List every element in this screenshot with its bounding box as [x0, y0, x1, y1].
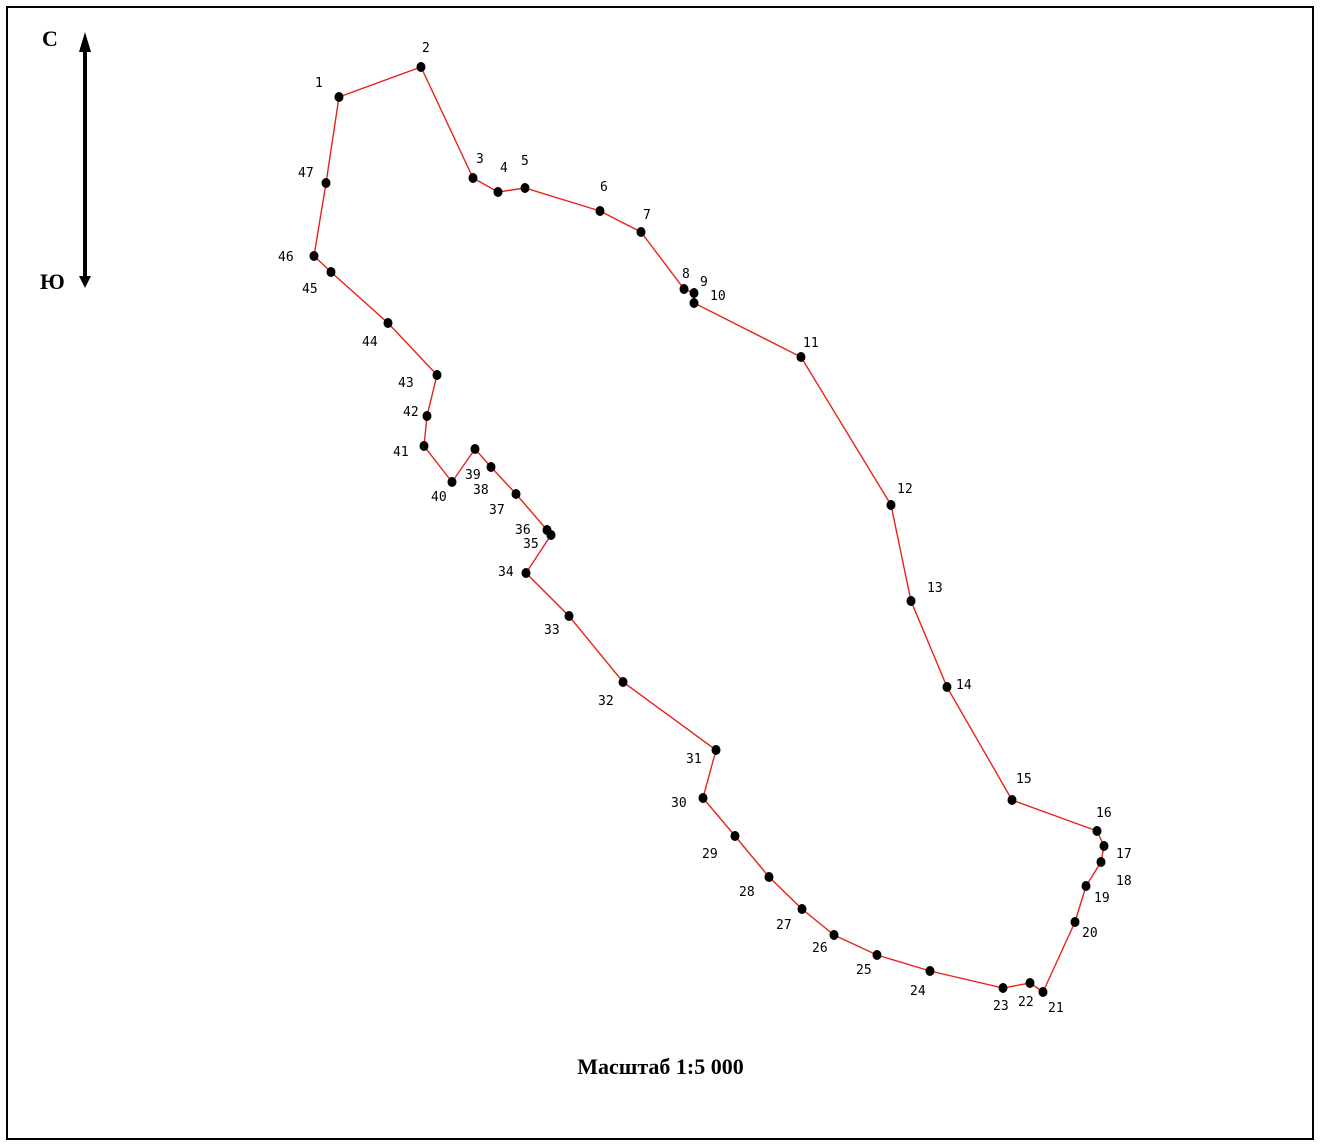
point-label: 9 — [700, 275, 708, 290]
boundary-point — [1038, 987, 1048, 997]
boundary-point — [998, 983, 1008, 993]
point-label: 34 — [498, 565, 514, 580]
boundary-point — [797, 904, 807, 914]
point-label: 21 — [1048, 1001, 1064, 1016]
point-label: 31 — [686, 752, 702, 767]
point-label: 24 — [910, 984, 926, 999]
point-label: 32 — [598, 694, 614, 709]
point-label: 2 — [422, 41, 430, 56]
point-label: 17 — [1116, 847, 1132, 862]
point-label: 18 — [1116, 874, 1132, 889]
boundary-point — [925, 966, 935, 976]
south-label: Ю — [40, 269, 65, 294]
point-label: 4 — [500, 161, 508, 176]
point-label: 8 — [682, 267, 690, 282]
boundary-point — [511, 489, 521, 499]
boundary-point — [711, 745, 721, 755]
point-label: 46 — [278, 250, 294, 265]
boundary-point — [447, 477, 457, 487]
boundary-point — [309, 251, 319, 261]
point-label: 22 — [1018, 995, 1034, 1010]
point-label: 11 — [803, 336, 819, 351]
point-label: 39 — [465, 468, 481, 483]
point-label: 43 — [398, 376, 414, 391]
point-label: 5 — [521, 154, 529, 169]
point-label: 28 — [739, 885, 755, 900]
boundary-point — [1099, 841, 1109, 851]
point-label: 41 — [393, 445, 409, 460]
point-label: 35 — [523, 537, 539, 552]
point-label: 19 — [1094, 891, 1110, 906]
point-label: 6 — [600, 180, 608, 195]
boundary-point — [872, 950, 882, 960]
boundary-point — [796, 352, 806, 362]
boundary-point — [326, 267, 336, 277]
north-arrow: С Ю — [40, 26, 91, 294]
boundary-point — [493, 187, 503, 197]
point-label: 37 — [489, 503, 505, 518]
point-label: 7 — [643, 208, 651, 223]
boundary-point — [521, 568, 531, 578]
boundary-point — [383, 318, 393, 328]
boundary-point — [321, 178, 331, 188]
point-label: 15 — [1016, 772, 1032, 787]
point-label: 42 — [403, 405, 419, 420]
point-label: 27 — [776, 918, 792, 933]
point-label: 1 — [315, 76, 323, 91]
boundary-point — [419, 441, 429, 451]
point-label: 23 — [993, 999, 1009, 1014]
point-label: 12 — [897, 482, 913, 497]
north-label: С — [42, 26, 58, 51]
boundary-point — [942, 682, 952, 692]
boundary-point — [886, 500, 896, 510]
point-label: 10 — [710, 289, 726, 304]
boundary-point — [520, 183, 530, 193]
boundary-point — [1092, 826, 1102, 836]
boundary-point — [564, 611, 574, 621]
boundary-point — [689, 298, 699, 308]
boundary-point — [486, 462, 496, 472]
boundary-point — [416, 62, 426, 72]
boundary-point — [698, 793, 708, 803]
boundary-point — [595, 206, 605, 216]
point-label: 16 — [1096, 806, 1112, 821]
boundary-point — [1007, 795, 1017, 805]
boundary-point — [1096, 857, 1106, 867]
point-label: 36 — [515, 523, 531, 538]
boundary-point — [542, 525, 552, 535]
point-label: 3 — [476, 152, 484, 167]
boundary-point — [906, 596, 916, 606]
boundary-point — [829, 930, 839, 940]
point-label: 45 — [302, 282, 318, 297]
boundary-point — [1025, 978, 1035, 988]
point-label: 20 — [1082, 926, 1098, 941]
boundary-point — [468, 173, 478, 183]
boundary-point — [636, 227, 646, 237]
boundary-point — [334, 92, 344, 102]
point-label: 26 — [812, 941, 828, 956]
boundary-point — [432, 370, 442, 380]
point-label: 25 — [856, 963, 872, 978]
boundary-point — [1081, 881, 1091, 891]
boundary-point — [689, 288, 699, 298]
boundary-point — [470, 444, 480, 454]
boundary-point — [618, 677, 628, 687]
boundary-point — [730, 831, 740, 841]
point-label: 29 — [702, 847, 718, 862]
point-label: 30 — [671, 796, 687, 811]
boundary-point — [422, 411, 432, 421]
boundary-point — [679, 284, 689, 294]
point-label: 13 — [927, 581, 943, 596]
point-label: 44 — [362, 335, 378, 350]
point-label: 14 — [956, 678, 972, 693]
point-label: 40 — [431, 490, 447, 505]
boundary-point — [764, 872, 774, 882]
map-frame — [6, 6, 1314, 1140]
scale-label: Масштаб 1:5 000 — [577, 1054, 744, 1079]
point-label: 38 — [473, 483, 489, 498]
point-label: 47 — [298, 166, 314, 181]
boundary-point — [1070, 917, 1080, 927]
point-label: 33 — [544, 623, 560, 638]
